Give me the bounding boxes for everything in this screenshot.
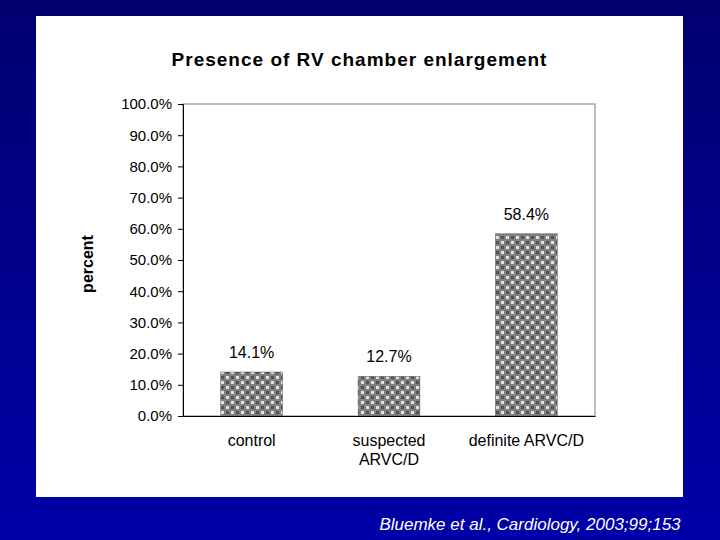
y-axis-line <box>178 105 184 417</box>
x-tick-label: suspected ARVC/D <box>353 432 426 468</box>
y-tick-mark <box>178 322 183 323</box>
data-label: 14.1% <box>229 344 274 361</box>
chart-title: Presence of RV chamber enlargement <box>172 49 548 70</box>
bar <box>358 376 420 416</box>
y-tick-mark <box>178 291 183 292</box>
data-label: 12.7% <box>366 348 411 365</box>
y-tick-label: 80.0% <box>129 158 172 175</box>
y-tick-label: 60.0% <box>129 220 172 237</box>
y-tick-mark <box>178 385 183 386</box>
y-tick-label: 10.0% <box>129 376 172 393</box>
y-tick: 30.0% <box>129 314 183 331</box>
y-tick-label: 30.0% <box>129 314 172 331</box>
y-tick: 50.0% <box>129 251 183 268</box>
data-label: 58.4% <box>504 206 549 223</box>
y-tick-mark <box>178 354 183 355</box>
y-tick: 70.0% <box>129 189 183 206</box>
data-labels: 14.1% 12.7% 58.4% <box>229 206 549 366</box>
y-tick-label: 100.0% <box>121 95 172 112</box>
x-tick: definite ARVC/D <box>469 416 584 449</box>
y-tick-mark <box>178 229 183 230</box>
y-tick: 90.0% <box>129 127 183 144</box>
plot-frame <box>183 104 595 416</box>
y-tick-mark <box>178 260 183 261</box>
y-tick-label: 50.0% <box>129 251 172 268</box>
y-tick: 40.0% <box>129 283 183 300</box>
bar <box>221 372 283 416</box>
y-tick: 0.0% <box>138 407 183 424</box>
y-tick: 20.0% <box>129 345 183 362</box>
y-tick: 10.0% <box>129 376 183 393</box>
y-tick-label: 20.0% <box>129 345 172 362</box>
y-tick-label: 90.0% <box>129 127 172 144</box>
x-tick-label-line: control <box>228 432 276 449</box>
x-tick-label: control <box>228 432 276 449</box>
x-tick-label-line: suspected <box>353 432 426 449</box>
chart-panel <box>36 16 683 497</box>
y-tick-mark <box>178 166 183 167</box>
y-tick-mark <box>178 198 183 199</box>
y-tick: 100.0% <box>121 95 183 112</box>
x-tick-label-line: definite ARVC/D <box>469 432 584 449</box>
x-tick: control <box>228 416 276 449</box>
x-tick: suspected ARVC/D <box>353 416 426 468</box>
y-tick-mark <box>178 416 183 417</box>
y-tick-label: 70.0% <box>129 189 172 206</box>
slide: Presence of RV chamber enlargement 0.0% 10… <box>0 0 720 540</box>
y-tick: 80.0% <box>129 158 183 175</box>
x-tick-label-line: ARVC/D <box>359 451 419 468</box>
x-axis-line <box>184 416 596 417</box>
y-tick-mark <box>178 104 183 105</box>
x-axis: control suspected ARVC/D definite ARVC/D <box>184 416 596 468</box>
bar <box>495 234 557 416</box>
background <box>0 0 720 540</box>
x-tick-label: definite ARVC/D <box>469 432 584 449</box>
bars <box>221 234 557 416</box>
y-tick-mark <box>178 135 183 136</box>
y-axis: 0.0% 10.0% 20.0% 30.0% 40.0% 50.0% 60.0% 70.0% 8… <box>121 95 183 424</box>
y-axis-title: percent <box>79 234 96 292</box>
source-note: Bluemke et al., Cardiology, 2003;99;153 <box>379 515 681 534</box>
y-tick: 60.0% <box>129 220 183 237</box>
y-tick-label: 40.0% <box>129 283 172 300</box>
y-tick-label: 0.0% <box>138 407 172 424</box>
